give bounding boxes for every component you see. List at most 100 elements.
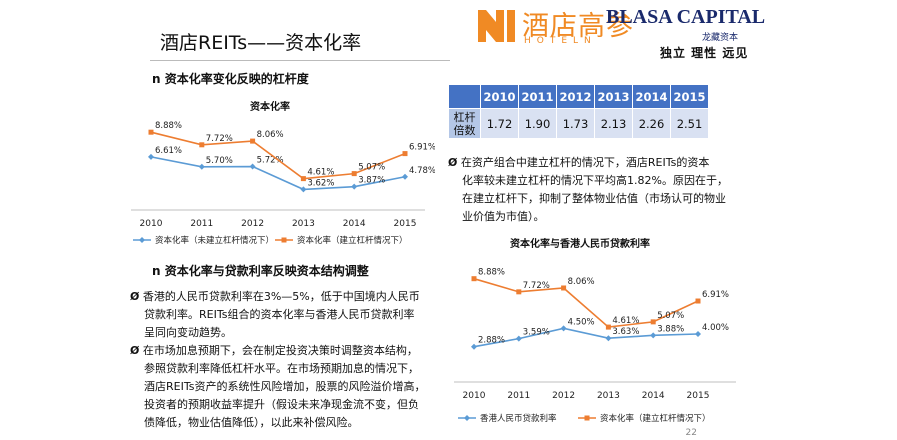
bullet-item: Ø 香港的人民币贷款利率在3%—5%，低于中国境内人民币 贷款利率。REITs组… bbox=[130, 288, 450, 342]
bullet-symbol: Ø bbox=[130, 290, 140, 303]
table-header-cell: 2014 bbox=[632, 84, 671, 109]
data-label: 3.88% bbox=[657, 324, 684, 334]
x-tick-label: 2013 bbox=[597, 391, 620, 401]
x-tick-label: 2011 bbox=[507, 391, 530, 401]
bullet-list-left: Ø 香港的人民币贷款利率在3%—5%，低于中国境内人民币 贷款利率。REITs组… bbox=[130, 288, 450, 432]
data-label: 3.62% bbox=[307, 178, 334, 188]
data-label: 3.63% bbox=[612, 327, 639, 337]
table-cell: 2.13 bbox=[594, 108, 633, 139]
brand-logo: BLASA CAPITAL bbox=[606, 6, 766, 28]
cap-rate-chart: 2010 2011 2012 2013 2014 2015 6.61% 5.70% 5.72% 3… bbox=[131, 121, 435, 246]
legend-marker bbox=[139, 237, 145, 243]
table-cell: 1.90 bbox=[518, 108, 557, 139]
data-label: 6.61% bbox=[155, 146, 182, 156]
brand-motto: 独立 理性 远见 bbox=[660, 46, 749, 60]
title-divider bbox=[150, 60, 450, 61]
data-label: 8.06% bbox=[568, 277, 595, 287]
data-label: 4.78% bbox=[409, 166, 435, 176]
data-point bbox=[560, 325, 567, 332]
row-header-line: 倍数 bbox=[453, 123, 476, 137]
data-label: 4.50% bbox=[568, 317, 595, 327]
legend-marker bbox=[584, 415, 590, 421]
data-point bbox=[471, 343, 477, 350]
bullet-symbol: Ø bbox=[130, 344, 140, 357]
data-point bbox=[199, 142, 205, 148]
data-point bbox=[471, 276, 477, 282]
series-line bbox=[473, 277, 699, 328]
bullet-symbol: Ø bbox=[448, 156, 458, 169]
bullet-line: 呈同向变动趋势。 bbox=[144, 326, 232, 339]
table-header-cell: 2013 bbox=[594, 84, 633, 109]
x-tick-label: 2012 bbox=[552, 391, 575, 401]
data-label: 8.88% bbox=[155, 121, 182, 131]
data-point bbox=[650, 319, 656, 325]
bullet-line: 化率较未建立杠杆的情况下平均高1.82%。原因在于， bbox=[462, 174, 728, 187]
data-label: 8.06% bbox=[257, 130, 284, 140]
logo-text: 酒店高参 bbox=[522, 11, 634, 42]
hotel-logo-icon bbox=[478, 10, 515, 42]
data-label: 2.88% bbox=[478, 336, 505, 346]
table-row: 杠杆 倍数 1.72 1.90 1.73 2.13 2.26 2.51 bbox=[448, 108, 709, 139]
data-point bbox=[695, 298, 701, 304]
data-point bbox=[402, 151, 408, 157]
table-corner bbox=[448, 84, 481, 109]
data-label: 5.72% bbox=[257, 156, 284, 166]
data-label: 7.72% bbox=[523, 281, 550, 291]
x-tick-label: 2015 bbox=[394, 219, 417, 229]
chart-title: 资本化率 bbox=[250, 102, 290, 113]
legend-label: 香港人民币贷款利率 bbox=[480, 413, 557, 424]
series-line bbox=[150, 131, 406, 180]
brand-cn: 龙藏资本 bbox=[702, 33, 739, 43]
data-point bbox=[402, 173, 408, 180]
bullet-line: 香港的人民币贷款利率在3%—5%，低于中国境内人民币 bbox=[142, 290, 420, 303]
legend-label: 资本化率（建立杠杆情况下） bbox=[297, 235, 408, 246]
data-point bbox=[605, 335, 612, 342]
data-label: 6.91% bbox=[702, 290, 729, 300]
section-heading-structure: n 资本化率与贷款利率反映资本结构调整 bbox=[152, 264, 369, 278]
bullet-line: 在建立杠杆下，抑制了整体物业估值（市场认可的物业 bbox=[462, 192, 726, 205]
table-header-cell: 2012 bbox=[556, 84, 595, 109]
data-label: 7.72% bbox=[206, 134, 233, 144]
page-number: 22 bbox=[685, 428, 697, 438]
cap-rate-vs-loan-chart: 2010 2011 2012 2013 2014 2015 2.88% 3.59% 4.50% 3… bbox=[454, 268, 736, 424]
bullet-item: Ø 在市场加息预期下，会在制定投资决策时调整资本结构， 参照贷款利率降低杠杆水平… bbox=[130, 342, 450, 432]
leverage-table: 2010 2011 2012 2013 2014 2015 杠杆 倍数 1.72… bbox=[448, 84, 709, 139]
data-point bbox=[650, 332, 657, 339]
data-label: 4.61% bbox=[612, 316, 639, 326]
section-heading-leverage: n 资本化率变化反映的杠杆度 bbox=[152, 72, 309, 86]
data-label: 3.87% bbox=[358, 176, 385, 186]
legend-marker bbox=[464, 415, 470, 421]
series-line bbox=[473, 327, 699, 348]
data-point bbox=[250, 138, 256, 144]
bullet-right: Ø 在资产组合中建立杠杆的情况下，酒店REITs的资本 化率较未建立杠杆的情况下… bbox=[448, 154, 738, 226]
x-tick-label: 2014 bbox=[343, 219, 366, 229]
data-point bbox=[148, 129, 154, 135]
data-label: 5.07% bbox=[358, 163, 385, 173]
x-tick-label: 2012 bbox=[241, 219, 264, 229]
x-tick-label: 2014 bbox=[642, 391, 665, 401]
bullet-line: 在市场加息预期下，会在制定投资决策时调整资本结构， bbox=[142, 344, 418, 357]
x-tick-label: 2015 bbox=[687, 391, 710, 401]
data-point bbox=[198, 163, 205, 170]
x-tick-label: 2010 bbox=[140, 219, 163, 229]
data-point bbox=[561, 285, 567, 291]
data-point bbox=[300, 186, 307, 193]
data-point bbox=[515, 335, 522, 342]
logo-subtext: HOTELN bbox=[524, 36, 597, 46]
table-header-cell: 2015 bbox=[670, 84, 709, 109]
table-cell: 2.51 bbox=[670, 108, 709, 139]
data-label: 5.70% bbox=[206, 156, 233, 166]
bullet-line: 参照贷款利率降低杠杆水平。在市场预期加息的情况下， bbox=[144, 362, 419, 375]
bullet-line: 业价值为市值）。 bbox=[462, 210, 545, 223]
data-point bbox=[300, 176, 306, 182]
legend-marker bbox=[281, 237, 287, 243]
data-point bbox=[516, 289, 522, 295]
table-cell: 1.73 bbox=[556, 108, 595, 139]
data-label: 8.88% bbox=[478, 268, 505, 278]
legend-label: 资本化率（未建立杠杆情况下） bbox=[155, 235, 274, 246]
bullet-line: 酒店REITs资产的系统性风险增加，股票的风险溢价增高， bbox=[144, 380, 426, 393]
table-header-cell: 2010 bbox=[480, 84, 519, 109]
data-point bbox=[695, 331, 701, 337]
data-point bbox=[148, 153, 154, 160]
table-row-header: 杠杆 倍数 bbox=[448, 108, 481, 139]
